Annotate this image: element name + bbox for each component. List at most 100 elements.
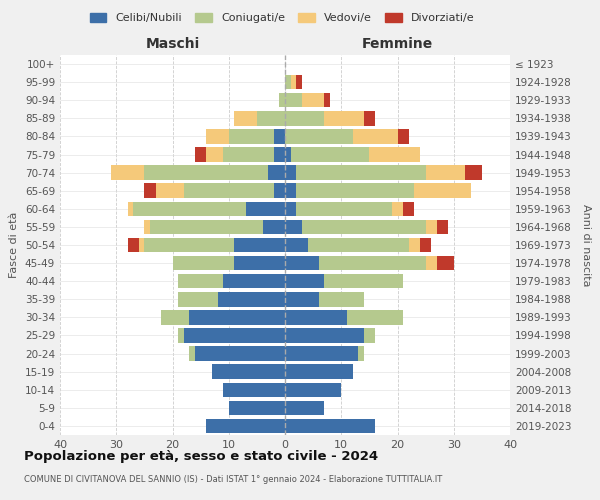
Bar [353,129,398,144]
Bar [437,220,448,234]
Bar [128,238,139,252]
Bar [218,292,285,306]
Bar [274,184,285,198]
Bar [290,75,296,90]
Bar [206,148,223,162]
Bar [465,166,482,180]
Bar [319,256,425,270]
Bar [425,166,465,180]
Bar [285,111,325,126]
Bar [296,184,415,198]
Bar [285,256,319,270]
Bar [206,418,285,433]
Bar [155,184,184,198]
Text: COMUNE DI CIVITANOVA DEL SANNIO (IS) - Dati ISTAT 1° gennaio 2024 - Elaborazione: COMUNE DI CIVITANOVA DEL SANNIO (IS) - D… [24,475,442,484]
Bar [425,256,437,270]
Bar [420,238,431,252]
Bar [285,93,302,108]
Bar [133,202,245,216]
Bar [235,238,285,252]
Bar [296,75,302,90]
Bar [285,202,296,216]
Bar [274,129,285,144]
Bar [145,238,235,252]
Bar [178,328,184,342]
Bar [302,93,325,108]
Bar [190,346,195,361]
Bar [178,292,218,306]
Bar [285,238,308,252]
Bar [195,346,285,361]
Bar [425,220,437,234]
Bar [223,274,285,288]
Bar [257,111,285,126]
Bar [285,400,325,415]
Bar [364,111,375,126]
Bar [128,202,133,216]
Bar [285,220,302,234]
Bar [173,256,235,270]
Bar [364,328,375,342]
Bar [325,274,403,288]
Bar [178,274,223,288]
Bar [229,129,274,144]
Bar [415,184,470,198]
Bar [184,328,285,342]
Y-axis label: Anni di nascita: Anni di nascita [581,204,591,286]
Bar [285,382,341,397]
Bar [285,148,290,162]
Bar [184,184,274,198]
Bar [190,310,285,324]
Bar [110,166,145,180]
Legend: Celibi/Nubili, Coniugati/e, Vedovi/e, Divorziati/e: Celibi/Nubili, Coniugati/e, Vedovi/e, Di… [85,8,479,28]
Bar [398,129,409,144]
Bar [296,166,425,180]
Bar [145,184,155,198]
Bar [325,111,364,126]
Bar [206,129,229,144]
Bar [245,202,285,216]
Bar [145,166,268,180]
Bar [285,364,353,379]
Bar [145,220,150,234]
Bar [223,148,274,162]
Bar [274,148,285,162]
Text: Femmine: Femmine [362,38,433,52]
Text: Popolazione per età, sesso e stato civile - 2024: Popolazione per età, sesso e stato civil… [24,450,378,463]
Bar [229,400,285,415]
Bar [308,238,409,252]
Text: Maschi: Maschi [145,38,200,52]
Bar [437,256,454,270]
Bar [235,111,257,126]
Bar [409,238,420,252]
Bar [285,346,358,361]
Bar [285,274,325,288]
Bar [268,166,285,180]
Bar [150,220,263,234]
Bar [235,256,285,270]
Y-axis label: Fasce di età: Fasce di età [10,212,19,278]
Bar [392,202,403,216]
Bar [358,346,364,361]
Bar [302,220,425,234]
Bar [212,364,285,379]
Bar [370,148,420,162]
Bar [195,148,206,162]
Bar [285,418,375,433]
Bar [263,220,285,234]
Bar [319,292,364,306]
Bar [296,202,392,216]
Bar [325,93,330,108]
Bar [347,310,403,324]
Bar [285,184,296,198]
Bar [403,202,415,216]
Bar [161,310,190,324]
Bar [290,148,370,162]
Bar [223,382,285,397]
Bar [280,93,285,108]
Bar [285,328,364,342]
Bar [285,129,353,144]
Bar [285,166,296,180]
Bar [285,310,347,324]
Bar [139,238,145,252]
